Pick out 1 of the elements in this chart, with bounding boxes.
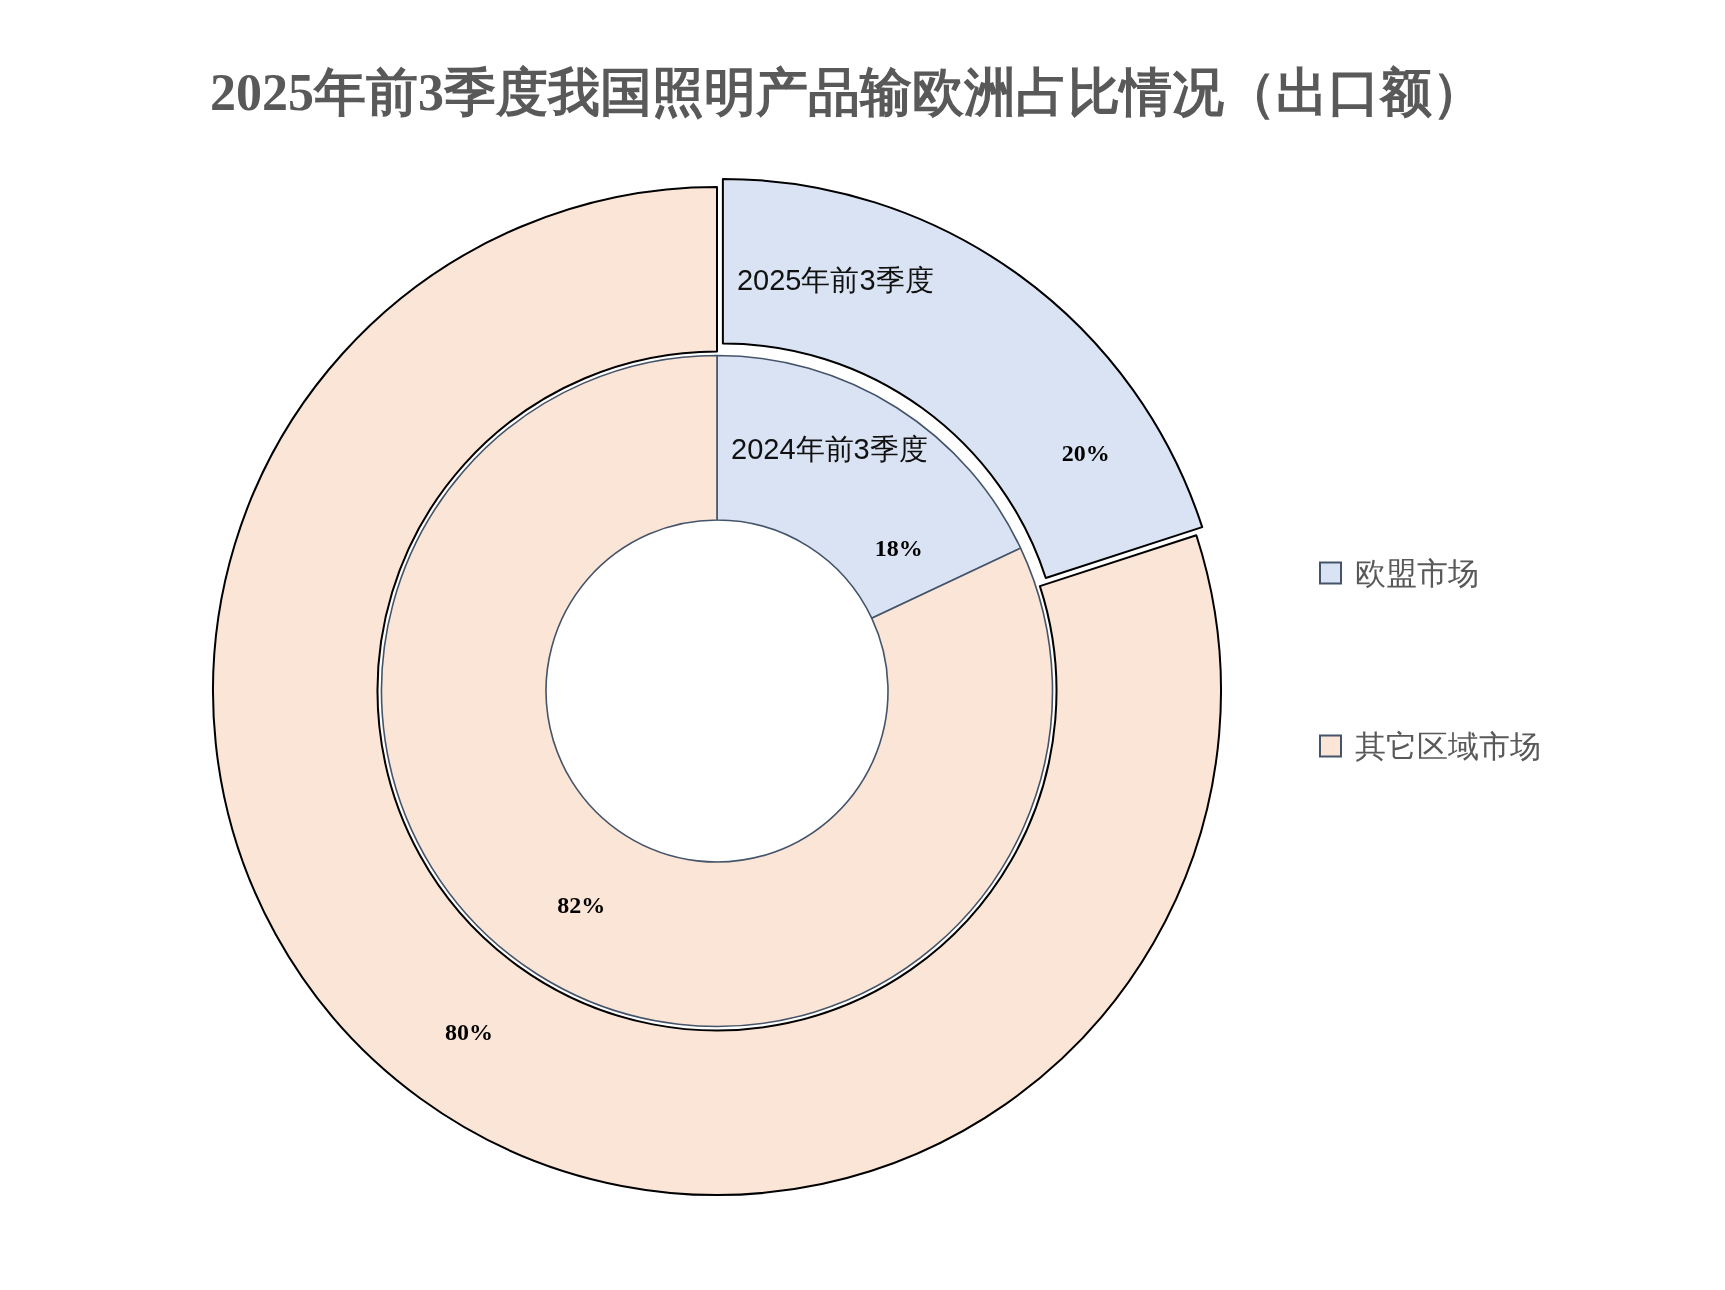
title: 2025年前3季度我国照明产品输欧洲占比情况（出口额） [210,64,1484,121]
